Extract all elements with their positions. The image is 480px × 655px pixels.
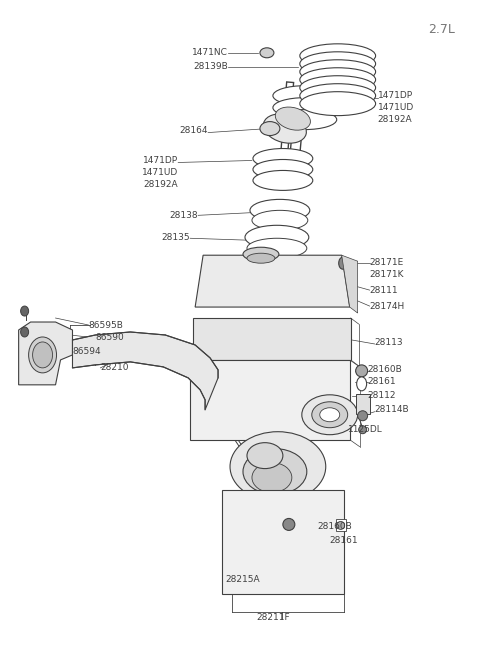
Ellipse shape: [339, 257, 347, 269]
Text: 28113: 28113: [374, 339, 403, 347]
Ellipse shape: [247, 238, 307, 258]
Ellipse shape: [312, 402, 348, 428]
Text: 28161: 28161: [330, 536, 359, 545]
Ellipse shape: [260, 48, 274, 58]
Text: 28161: 28161: [368, 377, 396, 386]
Text: 1471DP: 1471DP: [378, 91, 413, 100]
Ellipse shape: [247, 253, 275, 263]
Text: 28114B: 28114B: [374, 405, 409, 414]
Bar: [222, 489, 344, 594]
Ellipse shape: [300, 52, 376, 76]
Ellipse shape: [273, 98, 336, 118]
Ellipse shape: [247, 443, 283, 468]
Ellipse shape: [253, 149, 313, 168]
Text: 28160B: 28160B: [368, 365, 402, 375]
Text: 28139B: 28139B: [193, 62, 228, 71]
Text: 28135: 28135: [161, 233, 190, 242]
Ellipse shape: [29, 337, 57, 373]
Polygon shape: [342, 255, 358, 313]
Ellipse shape: [356, 365, 368, 377]
Text: 1471UD: 1471UD: [378, 103, 414, 112]
Bar: [190, 360, 350, 440]
Text: 28192A: 28192A: [378, 115, 412, 124]
Ellipse shape: [273, 109, 336, 130]
Ellipse shape: [300, 60, 376, 84]
Ellipse shape: [243, 247, 279, 261]
Ellipse shape: [252, 462, 292, 493]
Ellipse shape: [230, 432, 326, 502]
Ellipse shape: [336, 521, 345, 529]
Text: 28111: 28111: [370, 286, 398, 295]
Ellipse shape: [320, 408, 340, 422]
Ellipse shape: [300, 67, 376, 92]
Ellipse shape: [21, 327, 29, 337]
Bar: [336, 519, 346, 531]
Text: 28210: 28210: [100, 364, 129, 373]
Text: 2.7L: 2.7L: [429, 23, 456, 36]
Ellipse shape: [273, 86, 336, 105]
Polygon shape: [19, 322, 72, 385]
Ellipse shape: [252, 210, 308, 231]
Text: 1471NC: 1471NC: [192, 48, 228, 57]
Ellipse shape: [245, 225, 309, 249]
Ellipse shape: [253, 159, 313, 179]
Text: 86590: 86590: [96, 333, 124, 343]
Ellipse shape: [275, 107, 311, 130]
Ellipse shape: [264, 114, 306, 143]
Bar: [356, 394, 370, 414]
Ellipse shape: [300, 84, 376, 107]
Ellipse shape: [21, 306, 29, 316]
Polygon shape: [72, 332, 218, 410]
Text: 1471DP: 1471DP: [143, 156, 178, 165]
Text: 28211F: 28211F: [256, 612, 290, 622]
Ellipse shape: [283, 519, 295, 531]
Text: 28112: 28112: [368, 391, 396, 400]
Text: 28171K: 28171K: [370, 270, 404, 278]
Text: 28164: 28164: [180, 126, 208, 135]
Ellipse shape: [33, 342, 52, 368]
Ellipse shape: [357, 377, 367, 391]
Text: 28174H: 28174H: [370, 301, 405, 310]
Text: 28215A: 28215A: [226, 575, 260, 584]
Text: 28138: 28138: [169, 211, 198, 220]
Ellipse shape: [260, 122, 280, 136]
Bar: [193, 318, 351, 360]
Text: 1125DL: 1125DL: [348, 425, 383, 434]
Text: 28171E: 28171E: [370, 257, 404, 267]
Ellipse shape: [300, 76, 376, 100]
Polygon shape: [195, 255, 350, 307]
Ellipse shape: [300, 44, 376, 67]
Ellipse shape: [358, 411, 368, 421]
Text: 1471UD: 1471UD: [142, 168, 178, 177]
Text: 28192A: 28192A: [144, 180, 178, 189]
Ellipse shape: [253, 170, 313, 191]
Ellipse shape: [302, 395, 358, 435]
Text: 86595B: 86595B: [88, 320, 123, 329]
Ellipse shape: [243, 449, 307, 495]
Ellipse shape: [250, 199, 310, 221]
Text: 86594: 86594: [72, 347, 101, 356]
Ellipse shape: [359, 426, 367, 434]
Text: 28160B: 28160B: [318, 522, 352, 531]
Ellipse shape: [300, 92, 376, 116]
